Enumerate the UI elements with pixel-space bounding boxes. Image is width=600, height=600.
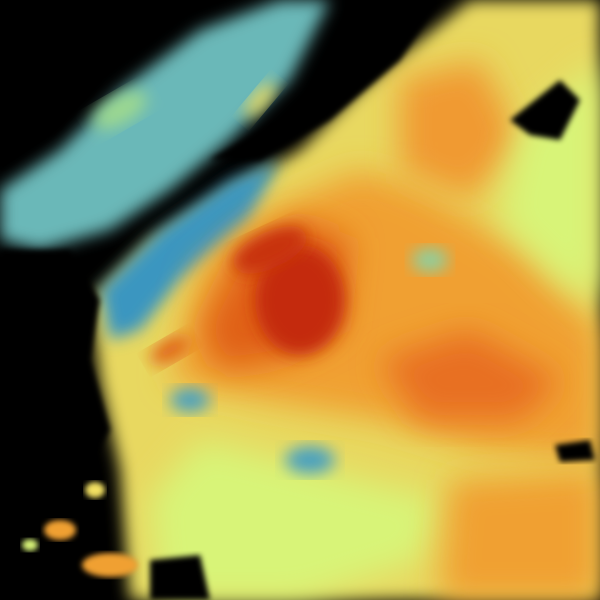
radar-image <box>0 0 600 600</box>
no-echo-regions <box>0 0 595 600</box>
echo-field <box>0 0 600 600</box>
